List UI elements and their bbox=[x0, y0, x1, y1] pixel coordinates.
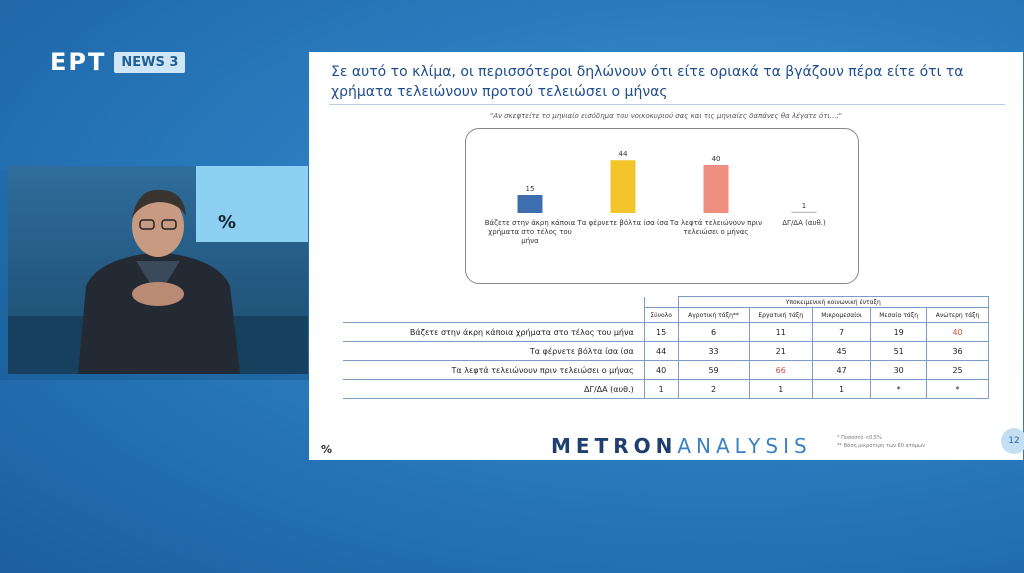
row-label: Βάζετε στην άκρη κάποια χρήματα στο τέλο… bbox=[343, 322, 645, 342]
table-row: Βάζετε στην άκρη κάποια χρήματα στο τέλο… bbox=[343, 322, 989, 342]
category-label-3: Τα λεφτά τελειώνουν πριν τελειώσει ο μήν… bbox=[669, 219, 763, 236]
table-cell: 21 bbox=[748, 341, 813, 361]
bar-3 bbox=[703, 165, 729, 213]
table-row: Τα λεφτά τελειώνουν πριν τελειώσει ο μήν… bbox=[343, 360, 989, 380]
presenter-hair bbox=[132, 189, 186, 218]
table-corner-2 bbox=[343, 308, 644, 323]
bar-4 bbox=[791, 211, 817, 213]
table-cell: 45 bbox=[811, 341, 872, 361]
survey-question: "Αν σκεφτείτε το μηνιαίο εισόδημα του νο… bbox=[489, 112, 843, 120]
table-cell: 2 bbox=[677, 379, 750, 399]
column-header-3: Εργατική τάξη bbox=[748, 307, 813, 323]
category-label-1: Βάζετε στην άκρη κάποια χρήματα στο τέλο… bbox=[484, 219, 576, 245]
ert-logo: ΕΡΤ bbox=[50, 48, 107, 76]
row-label: Τα φέρνετε βόλτα ίσα ίσα bbox=[343, 341, 645, 361]
table-corner bbox=[343, 297, 644, 308]
column-header-2: Αγροτική τάξη** bbox=[677, 307, 750, 323]
presenter-jacket bbox=[78, 252, 240, 374]
bar-chart: 15 44 40 1 Βάζετε στην άκρη κάποια χρήματα … bbox=[465, 128, 859, 284]
table-cell: 30 bbox=[870, 360, 928, 380]
row-label: Τα λεφτά τελειώνουν πριν τελειώσει ο μήν… bbox=[343, 360, 645, 380]
row-label: ΔΓ/ΔΑ (αυθ.) bbox=[343, 379, 645, 399]
bar-2 bbox=[610, 160, 636, 213]
table-body: Βάζετε στην άκρη κάποια χρήματα στο τέλο… bbox=[343, 322, 989, 399]
slide: Σε αυτό το κλίμα, οι περισσότεροι δηλώνο… bbox=[309, 52, 1024, 460]
results-table: Υποκειμενική κοινωνική ένταξη Σύνολο Αγρο… bbox=[343, 296, 990, 399]
table-cell: 25 bbox=[926, 360, 989, 380]
group-header: Υποκειμενική κοινωνική ένταξη bbox=[677, 296, 990, 308]
table-cell: 1 bbox=[811, 379, 872, 399]
slide-title: Σε αυτό το κλίμα, οι περισσότεροι δηλώνο… bbox=[331, 64, 964, 100]
table-cell: 51 bbox=[870, 341, 928, 361]
table-cell: 44 bbox=[643, 341, 679, 361]
title-separator bbox=[329, 104, 1005, 105]
table-row: ΔΓ/ΔΑ (αυθ.) 1 2 1 1 * * bbox=[343, 379, 989, 399]
percent-card: % bbox=[196, 166, 308, 242]
column-header-6: Ανώτερη τάξη bbox=[926, 307, 989, 323]
brand-accent: ANALYSIS bbox=[677, 434, 812, 458]
table-header-row: Σύνολο Αγροτική τάξη** Εργατική τάξη Μικρομ… bbox=[343, 307, 989, 323]
table-cell: 19 bbox=[870, 322, 928, 342]
table-cell: 7 bbox=[811, 322, 872, 342]
bar-value-label-1: 15 bbox=[526, 185, 535, 193]
footnote-1: * Ποσοστό <0,5% bbox=[837, 435, 882, 441]
brand-main: METRON bbox=[551, 434, 678, 458]
table-cell: * bbox=[870, 379, 928, 399]
table-cell: 59 bbox=[677, 360, 750, 380]
category-label-4: ΔΓ/ΔΑ (αυθ.) bbox=[782, 219, 826, 227]
glasses-left bbox=[139, 219, 155, 230]
percent-symbol: % bbox=[218, 212, 237, 233]
page-number: 12 bbox=[1001, 428, 1024, 454]
total-group-header bbox=[643, 296, 679, 308]
footnotes: * Ποσοστό <0,5% ** Βάση μικρότερη των 60… bbox=[837, 434, 925, 450]
broadcaster-logo: ΕΡΤ NEWS 3 bbox=[50, 48, 186, 76]
table-cell: 40 bbox=[926, 322, 989, 342]
table-cell: 33 bbox=[677, 341, 750, 361]
bar-value-label-3: 40 bbox=[712, 155, 721, 163]
metron-analysis-logo: METRONANALYSIS bbox=[551, 434, 812, 458]
table-cell: 47 bbox=[811, 360, 872, 380]
bar-value-label-2: 44 bbox=[619, 150, 628, 158]
bar-value-label-4: 1 bbox=[802, 202, 806, 210]
table-cell: 36 bbox=[926, 341, 989, 361]
table-cell: 40 bbox=[643, 360, 679, 380]
bar-1 bbox=[517, 195, 543, 213]
presenter-face bbox=[132, 195, 184, 257]
table-cell: 15 bbox=[643, 322, 679, 342]
table-cell: * bbox=[926, 379, 989, 399]
presenter-hands bbox=[132, 282, 184, 306]
table-row: Τα φέρνετε βόλτα ίσα ίσα 44 33 21 45 51 36 bbox=[343, 341, 989, 361]
table-cell: 1 bbox=[748, 379, 813, 399]
category-label-2: Τα φέρνετε βόλτα ίσα ίσα bbox=[577, 219, 669, 227]
channel-badge: NEWS 3 bbox=[114, 51, 186, 73]
table-cell: 11 bbox=[748, 322, 813, 342]
table-cell: 6 bbox=[677, 322, 750, 342]
footnote-2: ** Βάση μικρότερη των 60 ατόμων bbox=[837, 443, 925, 449]
glasses-right bbox=[161, 219, 177, 230]
column-header-4: Μικρομεσαίοι bbox=[811, 307, 872, 323]
table-cell: 66 bbox=[748, 360, 813, 380]
slide-percent-symbol: % bbox=[321, 443, 333, 456]
presenter-figure bbox=[8, 189, 308, 374]
presenter-shirt bbox=[136, 261, 180, 296]
table-cell: 1 bbox=[643, 379, 679, 399]
bar-chart-svg: 15 44 40 1 bbox=[517, 150, 817, 213]
column-header-5: Μεσαία τάξη bbox=[870, 307, 928, 323]
column-header-1: Σύνολο bbox=[643, 307, 679, 323]
